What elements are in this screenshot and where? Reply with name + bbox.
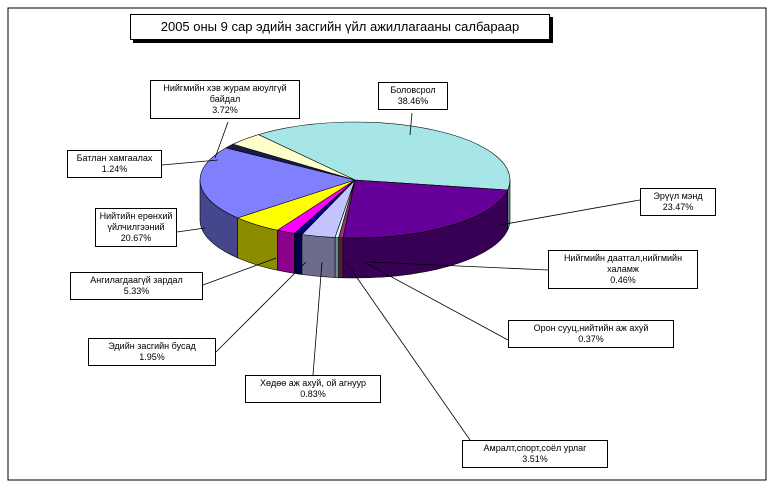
category-label: Орон сууц,нийтийн аж ахуй — [533, 323, 649, 333]
leader-line — [345, 261, 471, 441]
leader-line — [214, 121, 229, 159]
chart-title: 2005 оны 9 сар эдийн засгийн үйл ажиллаг… — [130, 14, 550, 40]
category-label: Эрүүл мэнд — [653, 191, 703, 201]
category-label: Нийгмийн даатгал,нийгмийн халамж — [563, 253, 683, 274]
value-label: 38.46% — [397, 96, 429, 106]
value-label: 1.24% — [101, 164, 128, 174]
data-label: Эрүүл мэнд 23.47% — [640, 188, 716, 216]
category-label: Ангилагдаагүй зардал — [90, 275, 183, 285]
value-label: 3.51% — [522, 454, 548, 464]
leader-line — [202, 257, 277, 286]
data-label: Амралт,спорт,соёл урлаг 3.51% — [462, 440, 608, 468]
value-label: 0.83% — [300, 389, 326, 399]
category-label: Амралт,спорт,соёл урлаг — [483, 443, 587, 453]
data-label: Нийгмийн даатгал,нийгмийн халамж 0.46% — [548, 250, 698, 289]
value-label: 20.67% — [120, 233, 152, 243]
slice — [257, 121, 511, 191]
slice-side — [277, 229, 295, 274]
leader-line — [363, 261, 509, 341]
value-label: 5.33% — [123, 286, 150, 296]
data-label: Батлан хамгаалах 1.24% — [67, 150, 162, 178]
value-label: 0.46% — [610, 275, 636, 285]
value-label: 1.95% — [139, 352, 165, 362]
value-label: 0.37% — [578, 334, 604, 344]
category-label: Батлан хамгаалах — [76, 153, 153, 163]
data-label: Нийгмийн хэв журам аюулгүй байдал 3.72% — [150, 80, 300, 119]
data-label: Орон сууц,нийтийн аж ахуй 0.37% — [508, 320, 674, 348]
leader-line — [369, 261, 549, 271]
data-label: Хөдөө аж ахуй, ой агнуур 0.83% — [245, 375, 381, 403]
leader-line — [176, 227, 206, 233]
category-label: Нийгмийн хэв журам аюулгүй байдал — [163, 83, 287, 104]
slice-side — [334, 237, 339, 278]
leader-line — [215, 261, 307, 353]
value-label: 23.47% — [662, 202, 694, 212]
data-label: Нийтийн ерөнхий үйлчилгээний 20.67% — [95, 208, 177, 247]
slice — [342, 179, 509, 239]
slice-side — [301, 234, 336, 278]
leader-line — [161, 159, 219, 166]
data-label: Ангилагдаагүй зардал 5.33% — [70, 272, 203, 300]
slice-side — [294, 233, 303, 275]
slice — [232, 134, 356, 181]
category-label: Эдийн засгийн бусад — [108, 341, 196, 351]
slice-tops — [199, 121, 511, 239]
slice-side — [338, 237, 344, 279]
leader-line — [409, 112, 413, 136]
data-label: Эдийн засгийн бусад 1.95% — [88, 338, 216, 366]
category-label: Хөдөө аж ахуй, ой агнуур — [259, 378, 367, 388]
leader-line — [499, 199, 641, 226]
leader-line — [312, 261, 323, 376]
plot-frame — [7, 7, 767, 481]
value-label: 3.72% — [212, 105, 238, 115]
category-label: Боловсрол — [390, 85, 436, 95]
category-label: Нийтийн ерөнхий үйлчилгээний — [99, 211, 173, 232]
data-label: Боловсрол 38.46% — [378, 82, 448, 110]
